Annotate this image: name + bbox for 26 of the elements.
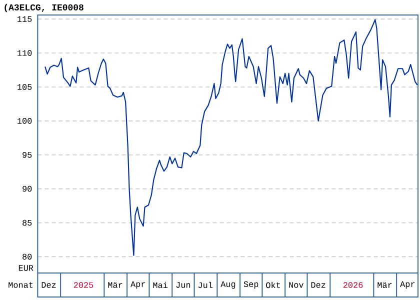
x-tick-label: 2026: [343, 282, 363, 288]
y-axis-title: EUR: [18, 265, 34, 271]
x-tick-label: Mär: [378, 282, 392, 288]
x-tick-label: Dez: [42, 282, 56, 288]
y-tick-label: 85: [22, 220, 32, 226]
x-tick-label: Apr: [400, 281, 415, 289]
y-tick-label: 110: [18, 50, 32, 56]
x-tick-label: Mär: [108, 282, 122, 288]
y-tick-label: 80: [22, 254, 32, 260]
x-tick-label: Nov: [289, 282, 304, 288]
y-tick-label: 105: [18, 84, 32, 90]
x-tick-label: 2025: [74, 282, 94, 288]
x-tick-label: Apr: [130, 281, 145, 289]
x-tick-label: Jul: [198, 282, 212, 288]
y-tick-label: 100: [18, 118, 32, 124]
y-tick-label: 115: [18, 16, 32, 22]
chart-title: (A3ELCG, IE0008: [4, 4, 84, 12]
x-tick-label: Dez: [311, 282, 326, 288]
x-axis-title: Monat: [8, 282, 33, 288]
x-tick-label: Aug: [220, 281, 236, 289]
y-tick-label: 95: [22, 152, 32, 158]
x-tick-label: Sep: [244, 281, 258, 289]
x-tick-label: Mai: [153, 282, 168, 288]
x-tick-label: Okt: [266, 282, 280, 288]
y-tick-label: 90: [22, 186, 32, 192]
x-tick-label: Jun: [176, 282, 190, 288]
